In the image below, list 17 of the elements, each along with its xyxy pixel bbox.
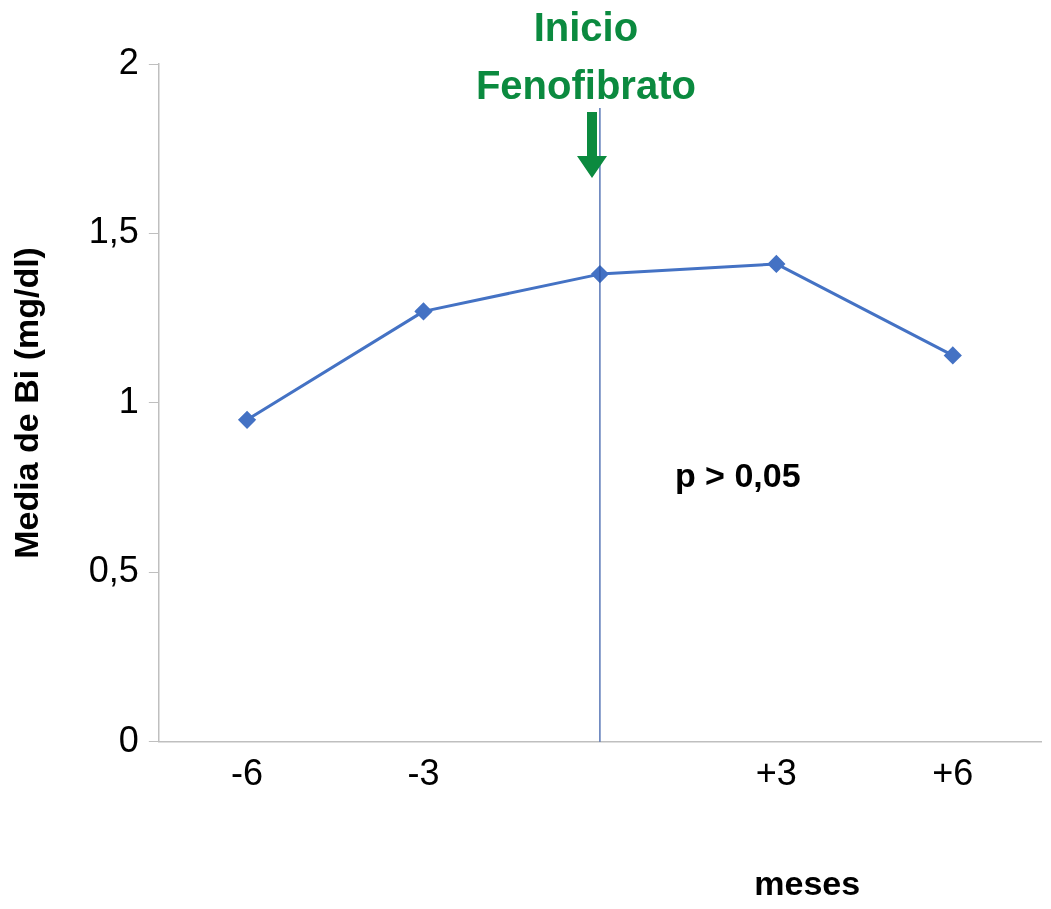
point [944,346,962,364]
ref-line-label: Inicio Fenofibrato [475,5,696,108]
point [414,302,432,320]
x-tick-label: +6 [932,752,974,794]
x-tick-label: +3 [755,752,797,794]
y-tick-label: 0,5 [88,549,139,591]
y-axis-title: Media de Bi (mg/dl) [6,247,45,559]
x-tick-label: -3 [407,752,440,794]
annotation: p > 0,05 [674,455,801,494]
y-tick-label: 2 [118,40,139,82]
point [767,255,785,273]
y-tick-label: 1 [118,379,139,421]
x-tick-label: -6 [231,752,264,794]
point [238,411,256,429]
y-tick-label: 1,5 [88,210,139,252]
y-tick-label: 0 [118,718,139,760]
x-axis-title: meses [754,864,861,903]
